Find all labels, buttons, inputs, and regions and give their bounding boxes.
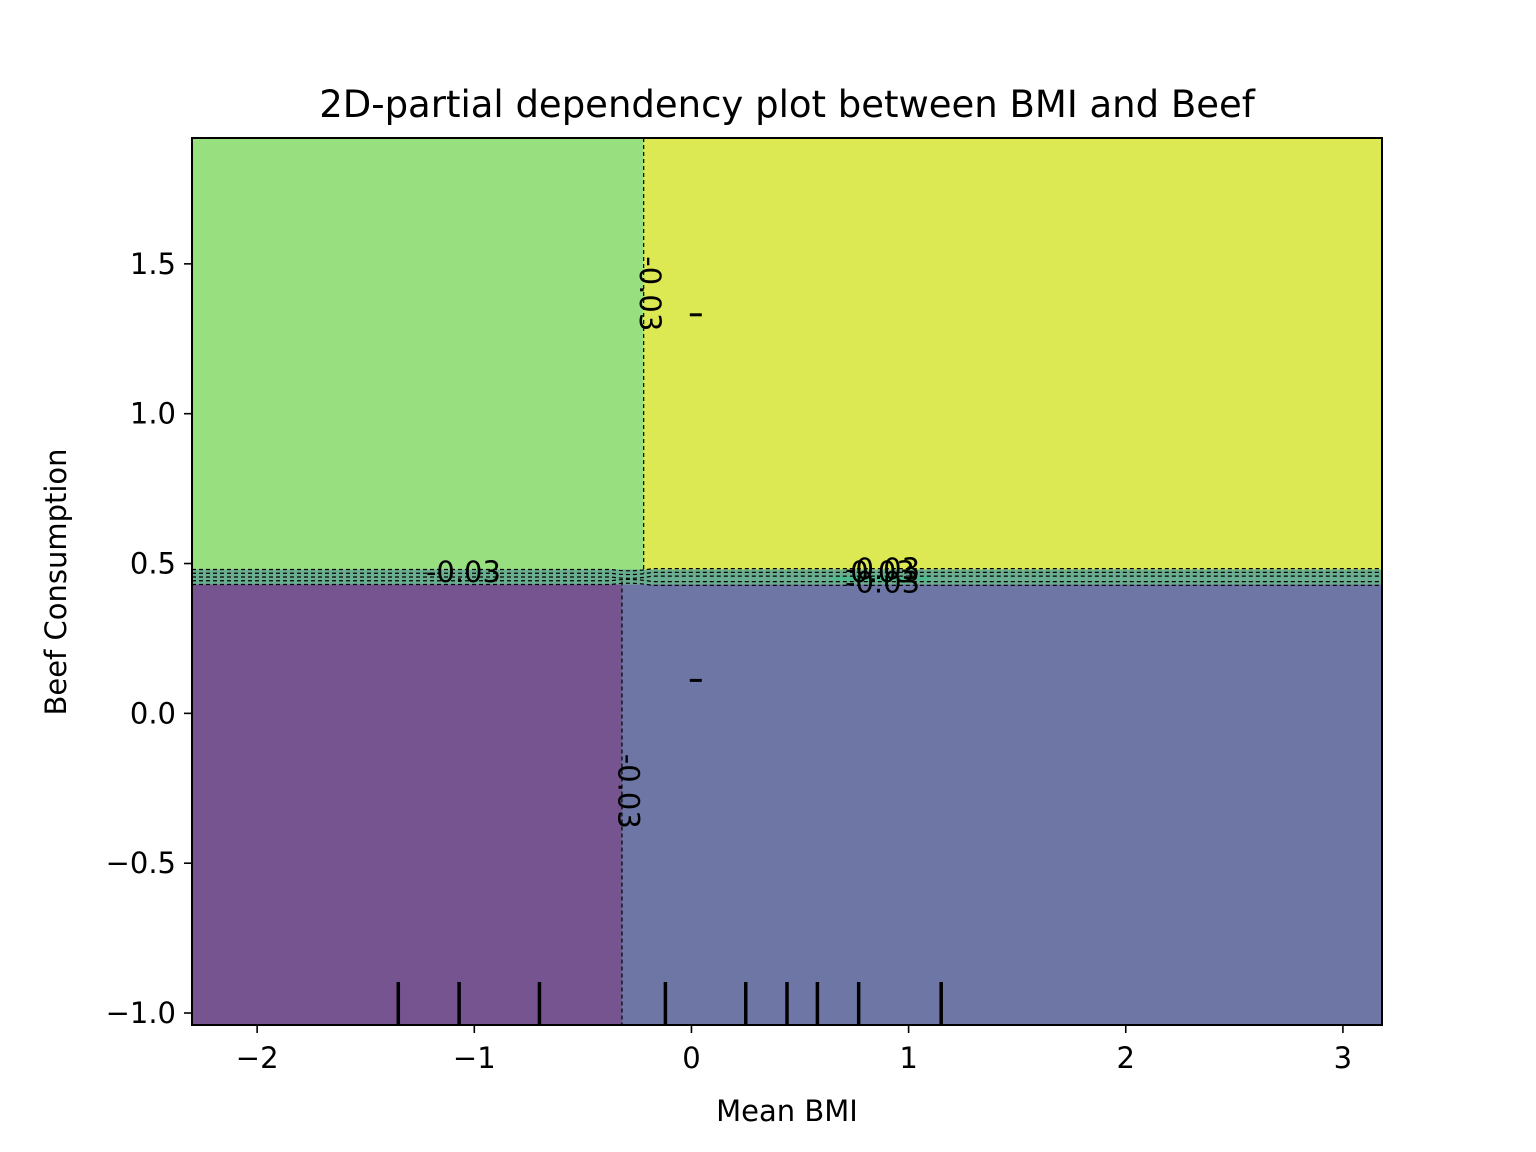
y-tick-label: −1.0: [106, 996, 176, 1030]
y-axis: −1.0 −0.5 0.0 0.5 1.0 1.5: [106, 247, 192, 1030]
region-high-bmi-high-beef: [643, 138, 1382, 576]
plot-frame: [191, 137, 1383, 1026]
x-tick-label: 1: [899, 1041, 917, 1075]
contour-label: 0.03: [850, 555, 915, 589]
y-tick-label: 0.5: [130, 547, 176, 581]
x-tick-label: 3: [1334, 1041, 1352, 1075]
transition-highlight: [832, 576, 931, 581]
region-low-bmi-high-beef: [192, 138, 644, 576]
x-tick-label: 0: [682, 1041, 700, 1075]
x-tick-label: 2: [1117, 1041, 1135, 1075]
contour-label: -0.03: [845, 565, 920, 599]
rug-ticks: [396, 982, 943, 1025]
x-axis: −2 −1 0 1 2 3: [236, 1025, 1352, 1075]
contour-label: -0.03: [845, 552, 920, 586]
y-tick-label: 1.0: [130, 397, 176, 431]
x-tick-label: −1: [453, 1041, 496, 1075]
contour-label: -0.03: [426, 555, 501, 589]
x-axis-label: Mean BMI: [716, 1094, 858, 1128]
chart-title: 2D-partial dependency plot between BMI a…: [319, 83, 1256, 126]
contour-labels: -0.03-0.03-0.03-0.030.03-0.03: [426, 256, 920, 828]
y-axis-label: Beef Consumption: [39, 448, 73, 715]
y-tick-label: 0.0: [130, 696, 176, 730]
region-high-bmi-low-beef: [621, 581, 1382, 1025]
contour-label: -0.03: [633, 256, 667, 331]
y-tick-label: 1.5: [130, 247, 176, 281]
contour-label: -0.03: [611, 754, 645, 829]
y-tick-label: −0.5: [106, 846, 176, 880]
point-marks: [689, 313, 702, 682]
contour-lines: [192, 138, 1382, 1025]
region-low-bmi-low-beef: [192, 581, 622, 1025]
x-tick-label: −2: [236, 1041, 279, 1075]
